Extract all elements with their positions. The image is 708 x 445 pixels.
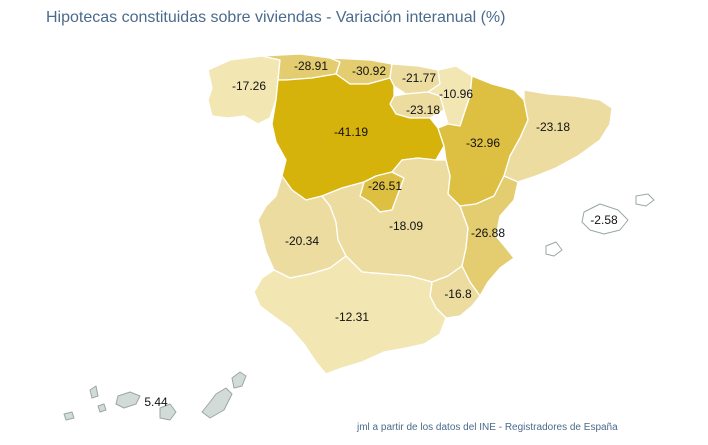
label-galicia: -17.26 bbox=[232, 79, 266, 93]
region-baleares-mallorca[interactable] bbox=[581, 203, 629, 235]
label-pais-vasco: -21.77 bbox=[402, 71, 436, 85]
region-baleares-menorca[interactable] bbox=[635, 193, 655, 207]
region-baleares-ibiza[interactable] bbox=[545, 241, 563, 257]
region-valencia[interactable] bbox=[459, 175, 519, 297]
label-castilla-la-mancha: -18.09 bbox=[389, 219, 423, 233]
label-navarra: -10.96 bbox=[439, 87, 473, 101]
region-canarias-la-palma[interactable] bbox=[89, 385, 99, 399]
label-extremadura: -20.34 bbox=[285, 234, 319, 248]
label-aragon: -32.96 bbox=[466, 136, 500, 150]
region-canarias-gran-canaria[interactable] bbox=[159, 403, 177, 421]
label-cantabria: -30.92 bbox=[352, 64, 386, 78]
region-canarias-tenerife[interactable] bbox=[115, 391, 141, 409]
label-murcia: -16.8 bbox=[444, 287, 472, 301]
label-la-rioja: -23.18 bbox=[406, 103, 440, 117]
map-title: Hipotecas constituidas sobre viviendas -… bbox=[46, 9, 506, 26]
region-canarias-hierro[interactable] bbox=[63, 411, 75, 421]
source-note: jml a partir de los datos del INE - Regi… bbox=[357, 422, 618, 433]
label-baleares: -2.58 bbox=[590, 213, 618, 227]
label-castilla-leon: -41.19 bbox=[334, 125, 368, 139]
region-cataluna[interactable] bbox=[503, 89, 613, 183]
region-canarias-gomera[interactable] bbox=[97, 403, 107, 413]
region-andalucia[interactable] bbox=[253, 255, 447, 375]
region-canarias-fuerteventura[interactable] bbox=[201, 387, 233, 419]
label-asturias: -28.91 bbox=[294, 59, 328, 73]
label-valencia: -26.88 bbox=[471, 226, 505, 240]
label-cataluna: -23.18 bbox=[536, 120, 570, 134]
region-canarias-lanzarote[interactable] bbox=[231, 371, 247, 389]
label-madrid: -26.51 bbox=[368, 179, 402, 193]
label-canarias: 5.44 bbox=[144, 395, 168, 409]
label-andalucia: -12.31 bbox=[335, 310, 369, 324]
